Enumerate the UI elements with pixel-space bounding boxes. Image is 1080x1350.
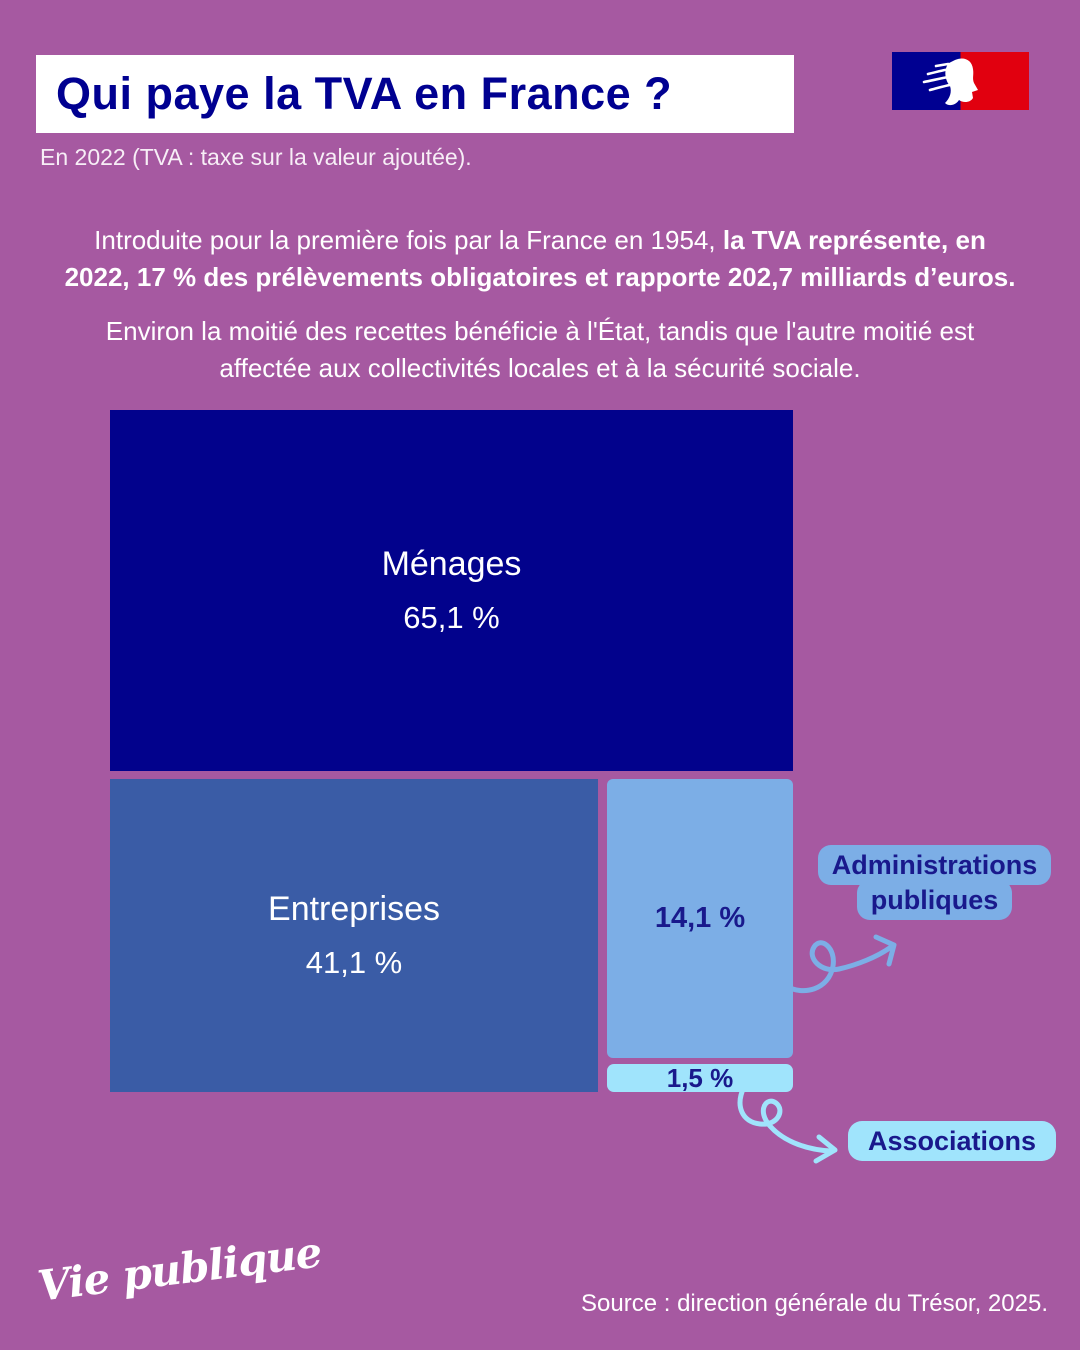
callout-line-1: Administrations xyxy=(817,845,1052,885)
callout-associations: Associations xyxy=(848,1121,1057,1161)
title-box: Qui paye la TVA en France ? xyxy=(36,55,794,133)
intro-text: Introduite pour la première fois par la … xyxy=(60,222,1020,387)
intro-p1-normal: Introduite pour la première fois par la … xyxy=(94,225,723,255)
segment-value: 14,1 % xyxy=(654,902,746,934)
intro-p1-bold: la TVA représente, en 2022, 17 % des pré… xyxy=(64,225,1016,292)
intro-paragraph-2: Environ la moitié des recettes bénéficie… xyxy=(105,316,975,383)
source-text: Source : direction générale du Trésor, 2… xyxy=(581,1290,1048,1317)
treemap-segment-associations: 1,5 % xyxy=(607,1064,793,1092)
vie-publique-logo: Vie publique xyxy=(35,1227,324,1311)
treemap-segment-entreprises: Entreprises 41,1 % xyxy=(110,779,598,1092)
segment-label: Ménages xyxy=(381,545,522,583)
callout-label: Associations xyxy=(848,1121,1057,1161)
curly-arrow-to-associations-icon xyxy=(737,1084,838,1164)
french-republic-flag-icon xyxy=(892,52,1029,110)
callout-line-2: publiques xyxy=(856,880,1013,920)
segment-label: Entreprises xyxy=(268,890,440,928)
treemap-segment-administrations: 14,1 % xyxy=(607,779,793,1058)
intro-paragraph-1: Introduite pour la première fois par la … xyxy=(60,222,1020,296)
segment-value: 41,1 % xyxy=(305,945,403,980)
callout-administrations-publiques: Administrations publiques xyxy=(817,845,1052,920)
curly-arrow-to-administrations-icon xyxy=(783,934,897,994)
subtitle: En 2022 (TVA : taxe sur la valeur ajouté… xyxy=(40,144,472,170)
segment-value: 65,1 % xyxy=(403,600,500,635)
treemap-segment-menages: Ménages 65,1 % xyxy=(110,410,793,771)
segment-value: 1,5 % xyxy=(666,1063,734,1093)
page-title: Qui paye la TVA en France ? xyxy=(56,68,673,119)
